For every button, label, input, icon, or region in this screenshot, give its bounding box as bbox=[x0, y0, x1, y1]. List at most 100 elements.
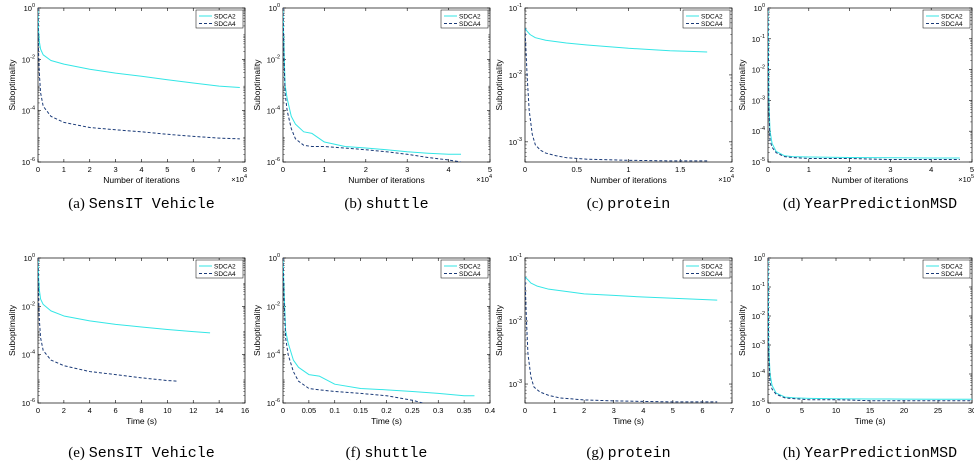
series-line-sdca4 bbox=[525, 276, 718, 403]
chart-panel-3: 0 0.5 1 1.5 2 10-3 10-2 10-1 ×104 Number of itera… bbox=[494, 3, 734, 185]
series-line-sdca2 bbox=[525, 276, 718, 301]
x-tick-label: 0 bbox=[766, 406, 770, 415]
y-axis-label: Suboptimality bbox=[7, 304, 17, 356]
axes-box bbox=[37, 7, 246, 163]
x-tick-label: 30 bbox=[968, 406, 974, 415]
y-tick-label: 100 bbox=[269, 253, 280, 263]
caption-label: (b) bbox=[344, 196, 366, 212]
y-tick-label: 100 bbox=[24, 253, 35, 263]
caption-label: (e) bbox=[68, 445, 89, 461]
x-tick-label: 4 bbox=[139, 165, 143, 174]
chart-panel-6: 0 0.05 0.1 0.15 0.2 0.25 0.3 0.35 0.4 10-6 10-4 10-… bbox=[252, 253, 495, 426]
y-tick-label: 10-2 bbox=[752, 65, 765, 75]
y-tick-label: 10-1 bbox=[509, 253, 522, 263]
y-tick-label: 10-2 bbox=[22, 54, 35, 64]
x-tick-label: 0 bbox=[36, 165, 40, 174]
series-line-sdca4 bbox=[283, 8, 462, 162]
series-line-sdca4 bbox=[768, 8, 960, 161]
x-tick-label: 0.25 bbox=[405, 406, 420, 415]
panel-caption: (h) YearPredictionMSD bbox=[783, 445, 957, 462]
caption-dataset: SensIT Vehicle bbox=[88, 445, 215, 462]
legend-label: SDCA2 bbox=[459, 14, 481, 21]
x-tick-label: 0 bbox=[766, 165, 770, 174]
y-tick-label: 10-2 bbox=[509, 70, 522, 80]
x-axis-label: Number of iterations bbox=[348, 175, 425, 185]
x-tick-label: 0 bbox=[36, 406, 40, 415]
y-axis-label: Suboptimality bbox=[494, 59, 504, 111]
series-line-sdca2 bbox=[283, 8, 462, 155]
y-tick-label: 100 bbox=[24, 3, 35, 13]
panel-caption: (c) protein bbox=[587, 196, 670, 213]
panel-caption: (e) SensIT Vehicle bbox=[68, 445, 214, 462]
chart-panel-7: 0 1 2 3 4 5 6 7 10-3 10-2 10-1 Time (s) Suboptimalit… bbox=[494, 253, 734, 426]
x-tick-label: 3 bbox=[612, 406, 616, 415]
y-tick-label: 10-2 bbox=[752, 311, 765, 321]
series-line-sdca2 bbox=[283, 258, 475, 397]
y-tick-label: 100 bbox=[754, 253, 765, 263]
x-tick-label: 5 bbox=[970, 165, 974, 174]
panel-caption: (d) YearPredictionMSD bbox=[783, 196, 957, 213]
y-tick-label: 10-4 bbox=[267, 350, 280, 360]
y-tick-label: 10-6 bbox=[267, 398, 280, 408]
series-line-sdca4 bbox=[38, 8, 240, 140]
x-axis-label: Number of iterations bbox=[590, 175, 667, 185]
series-line-sdca2 bbox=[38, 258, 211, 334]
panel-caption: (a) SensIT Vehicle bbox=[68, 196, 214, 213]
x-tick-label: 0 bbox=[281, 165, 285, 174]
legend-label: SDCA4 bbox=[941, 271, 963, 278]
x-tick-label: 0.5 bbox=[572, 165, 582, 174]
caption-label: (d) bbox=[782, 196, 805, 212]
chart-panel-2: 0 1 2 3 4 5 10-6 10-4 10-2 100 ×104 Number of itera… bbox=[252, 3, 492, 185]
series-line-sdca2 bbox=[525, 27, 708, 53]
x-tick-label: 0.15 bbox=[353, 406, 368, 415]
y-tick-label: 10-3 bbox=[509, 379, 522, 389]
legend-label: SDCA4 bbox=[459, 21, 481, 28]
caption-dataset: shuttle bbox=[364, 445, 428, 462]
series-line-sdca4 bbox=[283, 258, 423, 403]
x-axis-label: Time (s) bbox=[855, 416, 886, 426]
legend-label: SDCA2 bbox=[701, 264, 723, 271]
x-tick-label: 1 bbox=[322, 165, 326, 174]
x-tick-label: 0.05 bbox=[302, 406, 317, 415]
legend-label: SDCA4 bbox=[941, 21, 963, 28]
series-line-sdca2 bbox=[38, 8, 240, 88]
x-tick-label: 4 bbox=[88, 406, 92, 415]
x-tick-label: 7 bbox=[730, 406, 734, 415]
x-tick-label: 4 bbox=[929, 165, 933, 174]
axes-box bbox=[767, 7, 973, 163]
y-tick-label: 10-6 bbox=[22, 157, 35, 167]
legend-label: SDCA4 bbox=[701, 271, 723, 278]
x-tick-label: 6 bbox=[191, 165, 195, 174]
y-tick-label: 10-1 bbox=[752, 34, 765, 44]
x-tick-label: 1 bbox=[807, 165, 811, 174]
x-multiplier: ×104 bbox=[476, 174, 492, 184]
x-tick-label: 7 bbox=[217, 165, 221, 174]
x-tick-label: 6 bbox=[700, 406, 704, 415]
x-tick-label: 2 bbox=[88, 165, 92, 174]
legend-label: SDCA2 bbox=[701, 14, 723, 21]
axes-box bbox=[37, 257, 246, 404]
y-tick-label: 10-4 bbox=[22, 106, 35, 116]
x-tick-label: 6 bbox=[114, 406, 118, 415]
y-tick-label: 10-2 bbox=[267, 301, 280, 311]
y-tick-label: 10-3 bbox=[752, 340, 765, 350]
x-tick-label: 10 bbox=[832, 406, 840, 415]
y-tick-label: 10-6 bbox=[267, 157, 280, 167]
axes-box bbox=[767, 257, 973, 404]
x-tick-label: 10 bbox=[163, 406, 171, 415]
caption-label: (c) bbox=[586, 196, 608, 212]
x-tick-label: 0 bbox=[523, 406, 527, 415]
x-tick-label: 1 bbox=[62, 165, 66, 174]
x-tick-label: 25 bbox=[934, 406, 942, 415]
x-tick-label: 15 bbox=[866, 406, 874, 415]
x-tick-label: 5 bbox=[800, 406, 804, 415]
legend-label: SDCA4 bbox=[701, 21, 723, 28]
x-axis-label: Number of iterations bbox=[832, 175, 909, 185]
caption-label: (f) bbox=[345, 445, 365, 461]
x-tick-label: 0.4 bbox=[485, 406, 495, 415]
